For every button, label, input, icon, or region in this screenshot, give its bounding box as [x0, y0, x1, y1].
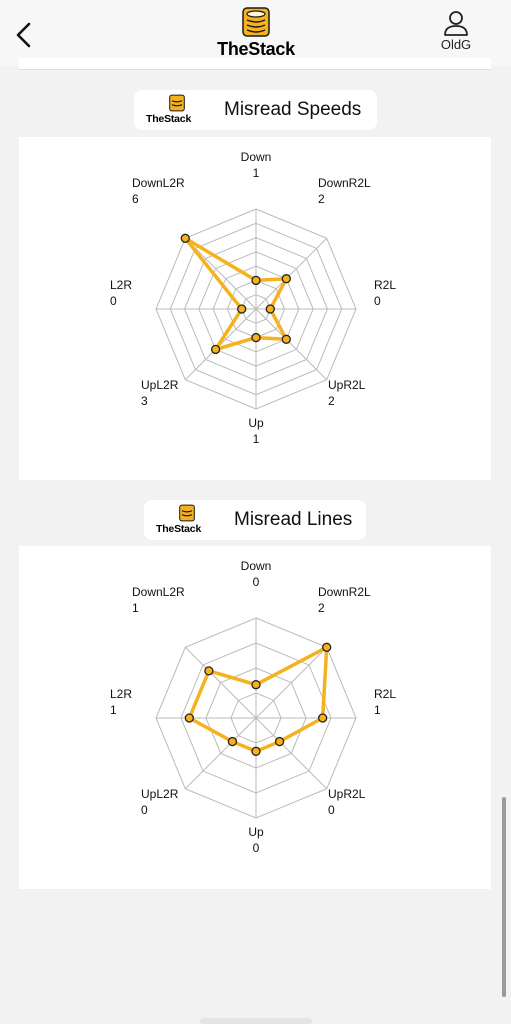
value-label: 1	[253, 432, 260, 446]
card-title: Misread Speeds	[224, 99, 362, 120]
mini-logo: TheStack	[144, 93, 208, 127]
axis-label: UpL2R	[141, 787, 179, 801]
mini-logo-text: TheStack	[156, 523, 202, 535]
app-logo: TheStack	[206, 6, 306, 60]
axis-label: Up	[248, 825, 264, 839]
app-header: TheStack OldG	[0, 0, 511, 66]
axis-spoke	[184, 646, 257, 719]
data-point	[184, 713, 194, 723]
data-point	[251, 746, 261, 756]
axis-label: Up	[248, 416, 264, 430]
axis-label: UpL2R	[141, 378, 179, 392]
value-label: 2	[318, 192, 325, 206]
axis-spoke	[184, 717, 257, 790]
data-point	[180, 233, 190, 243]
misread-speeds-card: Down 1 DownR2L 2 R2L 0 UpR2L 2 Up 1 UpL2R 3 L2R 0 Down…	[19, 137, 491, 480]
data-point	[265, 304, 275, 314]
value-label: 1	[374, 703, 381, 717]
data-point	[281, 274, 291, 284]
axis-label: UpR2L	[328, 787, 366, 801]
user-name: OldG	[440, 37, 472, 52]
value-label: 6	[132, 192, 139, 206]
data-point	[274, 736, 285, 747]
data-point	[318, 713, 328, 723]
axis-label: R2L	[374, 687, 396, 701]
data-point	[251, 332, 261, 343]
value-label: 0	[253, 841, 260, 855]
data-point	[237, 304, 247, 314]
axis-label: DownR2L	[318, 176, 371, 190]
data-point	[251, 275, 261, 286]
value-label: 2	[328, 394, 335, 408]
value-label: 0	[253, 575, 260, 589]
value-label: 1	[132, 601, 139, 615]
axis-label: L2R	[110, 687, 132, 701]
value-label: 0	[141, 803, 148, 817]
stack-logo-icon	[179, 504, 195, 522]
card-title-pill-lines: TheStack Misread Lines	[144, 500, 366, 540]
axis-spoke	[255, 237, 328, 310]
previous-card-bottom	[19, 58, 491, 70]
home-indicator	[200, 1018, 312, 1024]
axis-label: L2R	[110, 278, 132, 292]
value-label: 1	[110, 703, 117, 717]
stack-logo-icon	[169, 94, 185, 112]
data-point	[210, 344, 221, 355]
card-title: Misread Lines	[234, 509, 353, 530]
app-name: TheStack	[217, 39, 295, 59]
value-label: 3	[141, 394, 148, 408]
vertical-scrollbar[interactable]	[502, 797, 506, 997]
data-point	[227, 736, 238, 747]
value-label: 0	[328, 803, 335, 817]
axis-label: R2L	[374, 278, 396, 292]
data-point	[322, 642, 332, 652]
value-label: 2	[318, 601, 325, 615]
data-point	[204, 666, 214, 676]
axis-spoke	[255, 646, 328, 719]
value-label: 0	[110, 294, 117, 308]
misread-speeds-radar-chart: Down 1 DownR2L 2 R2L 0 UpR2L 2 Up 1 UpL2R 3 L2R 0 Down…	[110, 150, 396, 446]
chevron-left-icon	[16, 22, 31, 48]
axis-spoke	[255, 308, 328, 381]
value-label: 0	[374, 294, 381, 308]
user-profile-button[interactable]: OldG	[432, 10, 480, 58]
axis-spoke	[255, 717, 328, 790]
data-point	[281, 334, 291, 344]
axis-spoke	[184, 237, 257, 310]
card-title-pill-speeds: TheStack Misread Speeds	[134, 90, 377, 130]
mini-logo: TheStack	[154, 503, 218, 537]
data-point	[251, 680, 261, 690]
axis-label: DownL2R	[132, 585, 185, 599]
misread-lines-radar-chart: Down 0 DownR2L 2 R2L 1 UpR2L 0 Up 0 UpL2R 0 L2R 1 Down…	[110, 559, 396, 855]
stack-logo-icon	[242, 7, 270, 37]
axis-label: Down	[241, 559, 272, 573]
back-button[interactable]	[10, 20, 38, 50]
series-line	[187, 645, 329, 754]
axis-label: DownR2L	[318, 585, 371, 599]
axis-label: Down	[241, 150, 272, 164]
mini-logo-text: TheStack	[146, 113, 192, 125]
misread-lines-card: Down 0 DownR2L 2 R2L 1 UpR2L 0 Up 0 UpL2R 0 L2R 1 Down…	[19, 546, 491, 889]
value-label: 1	[253, 166, 260, 180]
axis-label: UpR2L	[328, 378, 366, 392]
person-icon	[444, 11, 468, 36]
axis-label: DownL2R	[132, 176, 185, 190]
